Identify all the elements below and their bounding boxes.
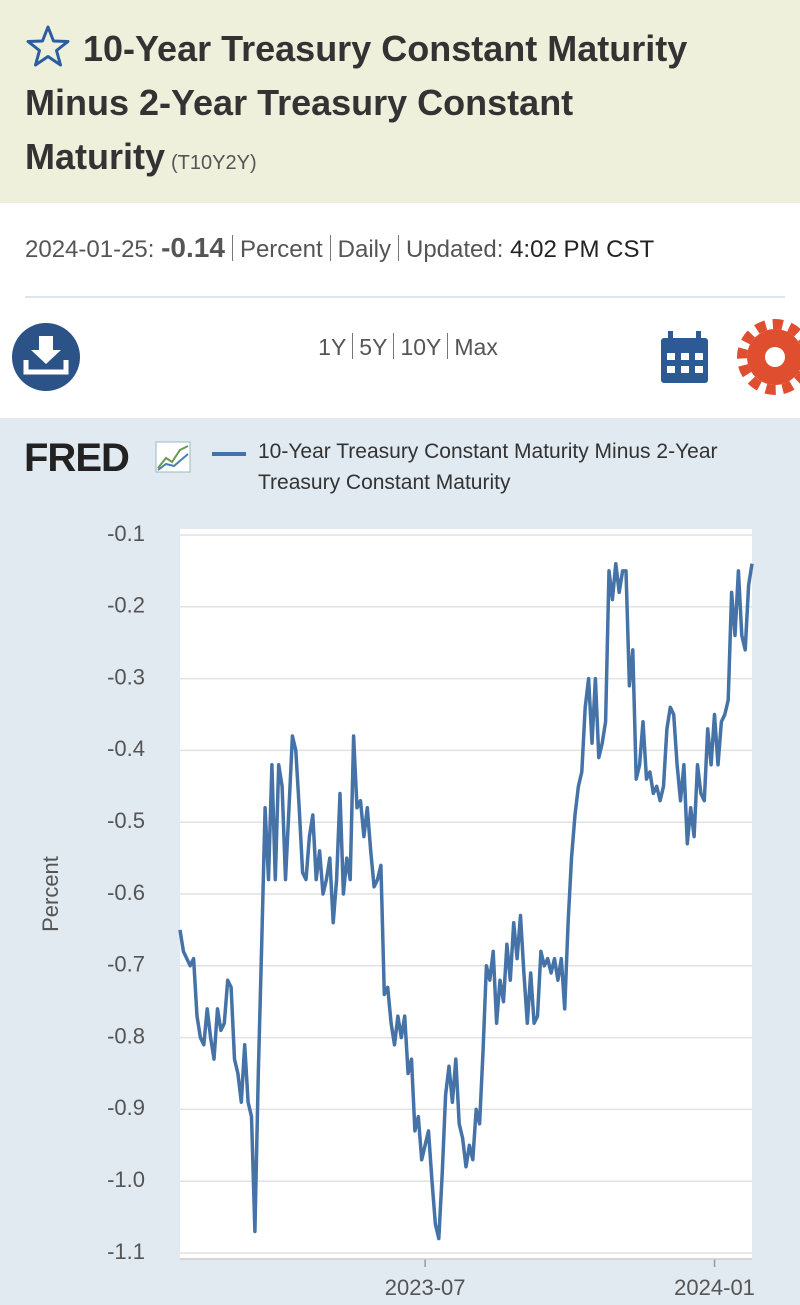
series-id: (T10Y2Y) (171, 152, 257, 174)
y-tick-label: -0.3 (107, 664, 145, 689)
y-axis-label: Percent (38, 856, 63, 932)
separator (393, 333, 395, 359)
separator (447, 333, 449, 359)
y-tick-label: -0.9 (107, 1095, 145, 1120)
updated-time: 4:02 PM CST (510, 236, 655, 263)
updated-label: Updated: (406, 236, 504, 263)
divider (25, 296, 785, 298)
y-tick-label: -0.6 (107, 880, 145, 905)
units: Percent (239, 236, 323, 263)
logo-graph-icon (155, 441, 191, 473)
range-option[interactable]: 10Y (400, 334, 442, 360)
y-tick-label: -0.5 (107, 808, 145, 833)
fred-logo: FRED (24, 436, 130, 480)
x-tick-label: 2023-07 (385, 1275, 466, 1300)
legend-entry: 10-Year Treasury Constant Maturity Minus… (258, 440, 718, 494)
y-tick-label: -1.0 (107, 1167, 145, 1192)
y-tick-label: -0.2 (107, 593, 145, 618)
range-option[interactable]: 1Y (318, 334, 347, 360)
title: 10-Year Treasury Constant Maturity Minus… (25, 22, 785, 190)
data-line (178, 561, 754, 1241)
latest-value: -0.14 (161, 232, 225, 263)
header: 10-Year Treasury Constant Maturity Minus… (0, 0, 800, 203)
range-option[interactable]: 5Y (359, 334, 388, 360)
range-selector: 1Y 5Y 10Y Max (0, 333, 800, 361)
info-row: 2024-01-25: -0.14 Percent Daily Updated: 4:… (25, 232, 654, 264)
chart-panel: -0.1 -0.2 -0.3 -0.4 -0.5 -0.6 -0.7 -0.8 -0.9 -1.0… (0, 418, 800, 1305)
y-tick-label: -0.8 (107, 1023, 145, 1048)
y-tick-label: -1.1 (107, 1239, 145, 1264)
y-tick-label: -0.7 (107, 952, 145, 977)
date: 2024-01-25: (25, 236, 155, 263)
title-text: 10-Year Treasury Constant Maturity Minus… (25, 28, 688, 177)
x-tick-label: 2024-01 (674, 1275, 755, 1300)
frequency: Daily (337, 236, 391, 263)
range-option[interactable]: Max (454, 334, 498, 360)
separator (352, 333, 354, 359)
legend-swatch (212, 452, 246, 456)
y-tick-label: -0.1 (107, 521, 145, 546)
chart: -0.1 -0.2 -0.3 -0.4 -0.5 -0.6 -0.7 -0.8 -0.9 -1.0… (38, 521, 755, 1300)
y-tick-label: -0.4 (107, 736, 145, 761)
favorite-star[interactable] (25, 24, 71, 70)
